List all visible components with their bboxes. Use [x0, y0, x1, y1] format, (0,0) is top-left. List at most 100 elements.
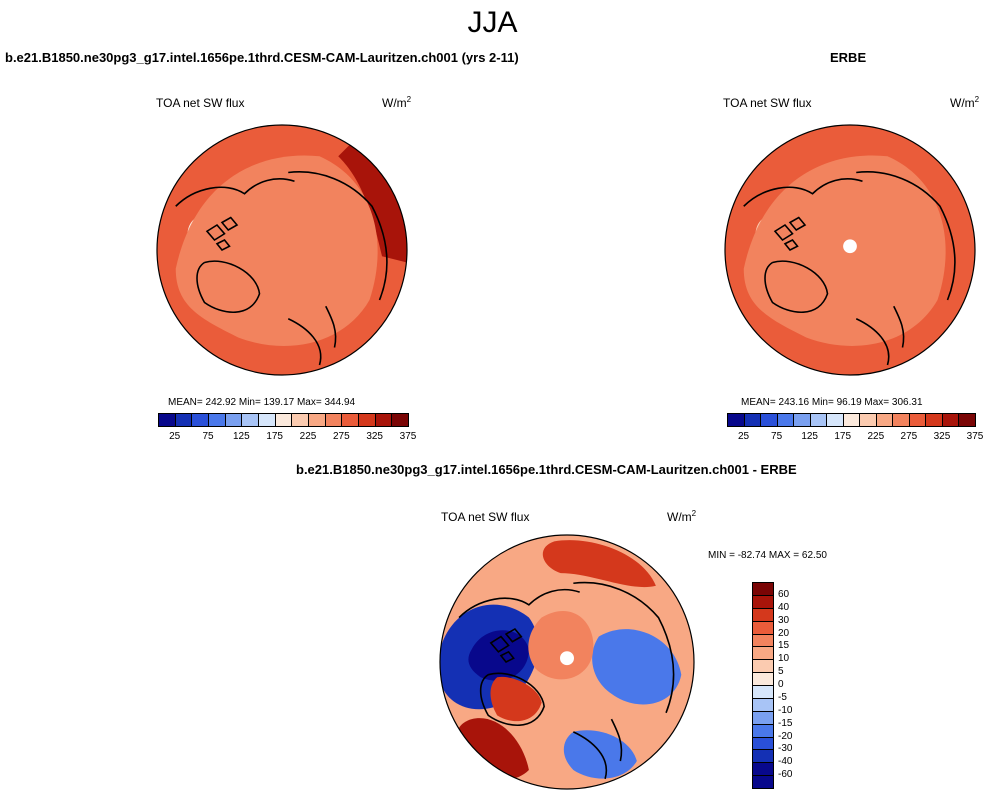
- colorbar-cell: [752, 697, 774, 712]
- colorbar-cell: [752, 607, 774, 622]
- panel3-units-label: W/m2: [667, 509, 697, 525]
- colorbar-tick-label: 125: [232, 431, 250, 442]
- colorbar-cell: [752, 659, 774, 674]
- map-panel-1: [157, 125, 407, 375]
- region-outer-rim: [338, 143, 407, 263]
- colorbar-cell: [925, 413, 943, 427]
- coastline: [288, 171, 388, 301]
- colorbar-tick-label: 225: [867, 431, 885, 442]
- colorbar-cell: [793, 413, 811, 427]
- colorbar-cell: [826, 413, 844, 427]
- coastline: [773, 216, 807, 252]
- region-siberia: [592, 629, 682, 705]
- colorbar-tick-label: 275: [332, 431, 350, 442]
- colorbar-tick-label: 10: [778, 653, 790, 665]
- colorbar-tick-label: -20: [778, 730, 793, 742]
- colorbar-tick-label: -30: [778, 743, 793, 755]
- coastline: [573, 731, 608, 780]
- colorbar-cell: [752, 620, 774, 635]
- map-panel-3: [440, 535, 694, 789]
- colorbar-cell: [752, 736, 774, 751]
- colorbar-cell: [358, 413, 376, 427]
- colorbar-cell: [158, 413, 176, 427]
- colorbar-tick-label: 75: [202, 431, 214, 442]
- coastline: [325, 305, 337, 348]
- colorbar-tick-label: 225: [299, 431, 317, 442]
- coastline: [458, 588, 580, 619]
- colorbar-tick-label: 0: [778, 679, 784, 690]
- colorbar-tick-label: -15: [778, 717, 793, 729]
- region-central-arctic: [528, 610, 594, 680]
- colorbar-cell: [308, 413, 326, 427]
- colorbar-cell: [258, 413, 276, 427]
- coastline: [610, 718, 623, 762]
- coastline: [856, 171, 956, 301]
- colorbar-cell: [727, 413, 745, 427]
- colorbar-cell: [743, 413, 762, 427]
- panel1-stats: MEAN= 242.92 Min= 139.17 Max= 344.94: [168, 397, 356, 408]
- coastline: [743, 178, 863, 207]
- colorbar-cell: [324, 413, 343, 427]
- colorbar-cell: [224, 413, 243, 427]
- map-outline-3: [439, 534, 695, 790]
- colorbar-tick-label: -10: [778, 704, 793, 716]
- colorbar-tick-label: 325: [933, 431, 951, 442]
- colorbar-cell: [752, 672, 774, 686]
- colorbar-cell: [809, 413, 828, 427]
- coastline: [855, 318, 890, 366]
- colorbar-tick-label: 25: [169, 431, 181, 442]
- colorbar-cell: [208, 413, 226, 427]
- map-outline-2: [724, 124, 976, 376]
- colorbar-cell: [842, 413, 861, 427]
- panel2-variable-label: TOA net SW flux: [723, 96, 812, 110]
- colorbar-tick-label: 275: [900, 431, 918, 442]
- panel2-stats: MEAN= 243.16 Min= 96.19 Max= 306.31: [741, 397, 923, 408]
- colorbar-cell: [752, 775, 774, 789]
- colorbar-cell: [274, 413, 293, 427]
- colorbar-cell: [752, 710, 774, 725]
- pole-missing-data: [560, 651, 574, 666]
- colorbar-tick-label: 325: [366, 431, 383, 442]
- colorbar-tick-label: 60: [778, 588, 790, 600]
- coastline: [573, 581, 675, 714]
- colorbar-tick-label: 375: [399, 431, 417, 442]
- colorbar-cell: [174, 413, 193, 427]
- colorbar-cell: [941, 413, 960, 427]
- colorbar-cell: [859, 413, 877, 427]
- map-panel-2: [725, 125, 975, 375]
- colorbar-tick-label: 375: [966, 431, 984, 442]
- colorbar-cell: [752, 633, 774, 648]
- region-canadian-archipelago: [468, 630, 529, 681]
- region-subarctic-band: [743, 155, 946, 346]
- panel3-variable-label: TOA net SW flux: [441, 510, 530, 524]
- colorbar-tick-label: 175: [266, 431, 283, 442]
- colorbar-cell: [752, 762, 774, 777]
- colorbar-cell: [892, 413, 910, 427]
- coastline: [479, 672, 545, 727]
- colorbar-tick-label: 30: [778, 614, 790, 626]
- colorbar-cell: [875, 413, 894, 427]
- colorbar-cell: [752, 646, 774, 661]
- region-greenland: [490, 676, 542, 722]
- region-europe: [563, 730, 637, 779]
- colorbar-cell: [752, 749, 774, 764]
- colorbar-tick-label: 75: [771, 431, 783, 442]
- colorbar-cell: [291, 413, 309, 427]
- colorbar-cell: [958, 413, 976, 427]
- coastline: [489, 627, 523, 664]
- colorbar-cell: [752, 582, 774, 596]
- pole-missing-data: [843, 239, 857, 254]
- colorbar-tick-label: -5: [778, 691, 787, 703]
- colorbar-cell: [752, 594, 774, 609]
- colorbar-tick-label: 40: [778, 601, 790, 613]
- colorbar-cell: [341, 413, 359, 427]
- colorbar-cell: [241, 413, 259, 427]
- colorbar-tick-label: 20: [778, 627, 790, 639]
- coastline: [287, 318, 322, 366]
- colorbar-cell: [191, 413, 209, 427]
- panel2-case-label: ERBE: [830, 50, 867, 65]
- page-title: JJA: [467, 6, 518, 39]
- panel1-case-label: b.e21.B1850.ne30pg3_g17.intel.1656pe.1th…: [5, 50, 519, 65]
- colorbar-cell: [776, 413, 795, 427]
- panel3-case-label: b.e21.B1850.ne30pg3_g17.intel.1656pe.1th…: [296, 462, 797, 477]
